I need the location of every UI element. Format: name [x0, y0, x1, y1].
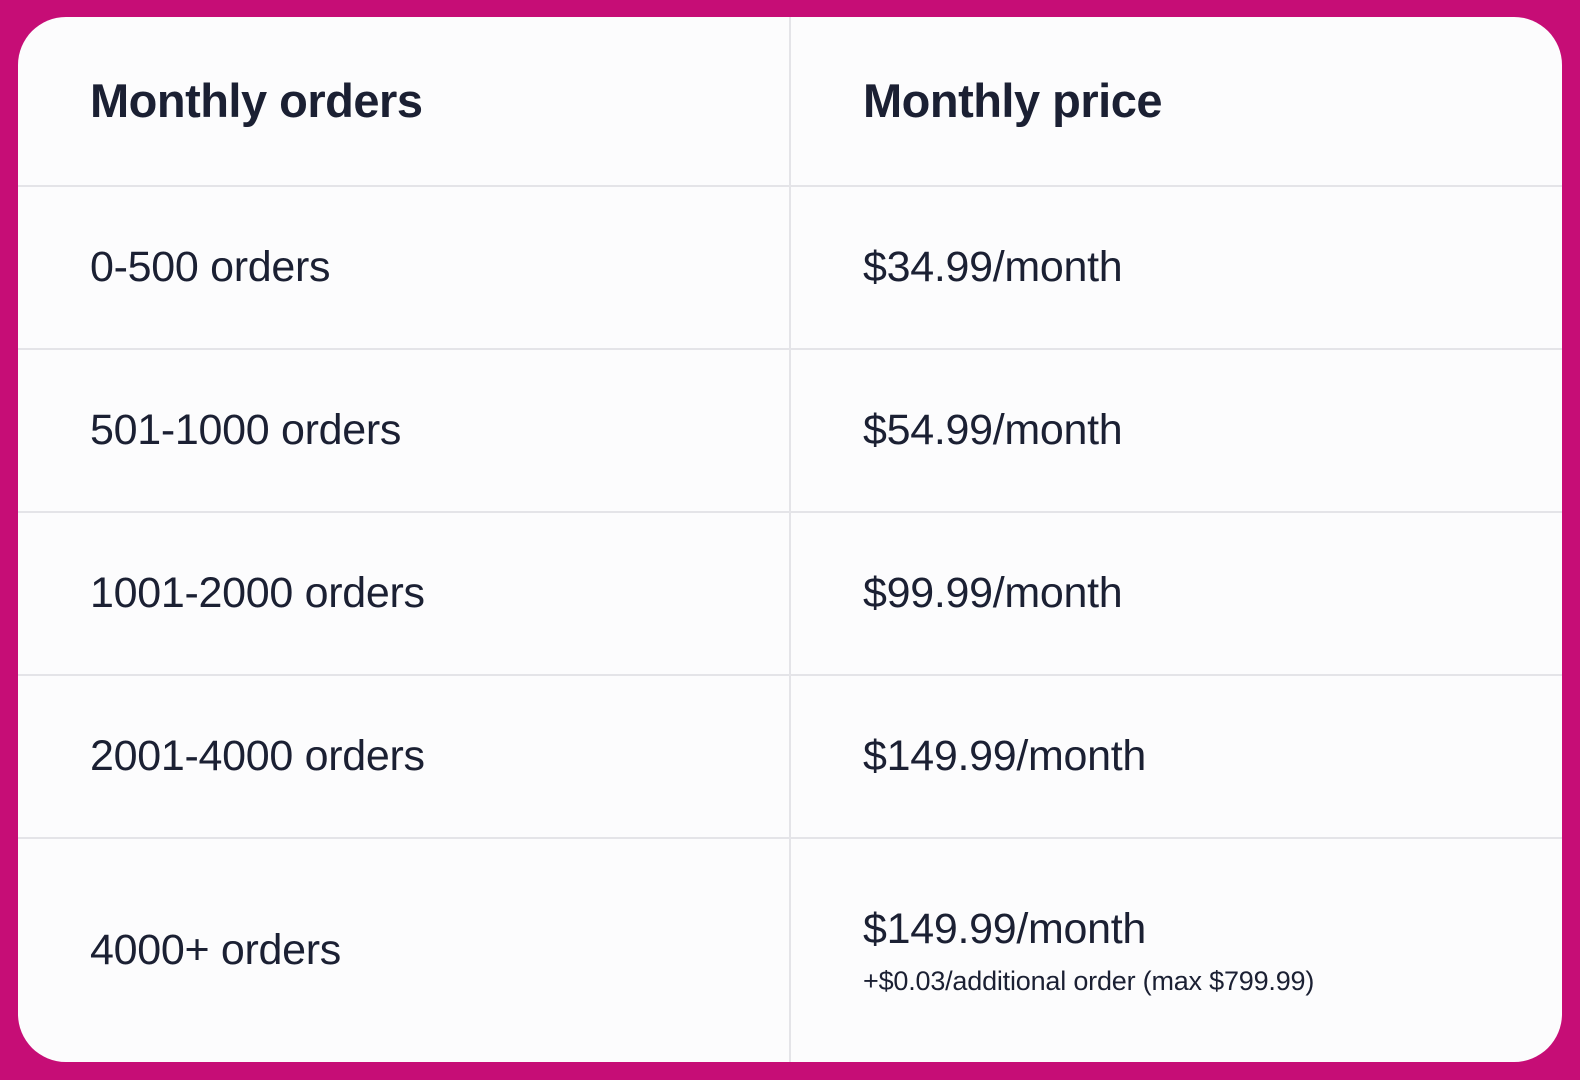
price-cell: $34.99/month	[791, 187, 1562, 348]
price-cell: $149.99/month	[791, 676, 1562, 837]
orders-range-label: 501-1000 orders	[90, 405, 402, 454]
price-label: $99.99/month	[863, 568, 1123, 617]
orders-range-label: 4000+ orders	[90, 925, 341, 974]
orders-cell: 1001-2000 orders	[18, 513, 791, 674]
table-row: 0-500 orders $34.99/month	[18, 185, 1562, 348]
pricing-table-card: Monthly orders Monthly price 0-500 order…	[18, 17, 1562, 1062]
price-note-label: +$0.03/additional order (max $799.99)	[863, 965, 1315, 996]
table-row: 501-1000 orders $54.99/month	[18, 348, 1562, 511]
monthly-orders-header-label: Monthly orders	[90, 73, 423, 127]
orders-range-label: 1001-2000 orders	[90, 568, 425, 617]
header-cell-monthly-price: Monthly price	[791, 17, 1562, 185]
price-label: $34.99/month	[863, 242, 1123, 291]
orders-cell: 2001-4000 orders	[18, 676, 791, 837]
orders-cell: 4000+ orders	[18, 839, 791, 1062]
price-cell: $99.99/month	[791, 513, 1562, 674]
orders-cell: 501-1000 orders	[18, 350, 791, 511]
orders-range-label: 0-500 orders	[90, 242, 331, 291]
price-cell: $54.99/month	[791, 350, 1562, 511]
monthly-price-header-label: Monthly price	[863, 73, 1163, 127]
header-cell-monthly-orders: Monthly orders	[18, 17, 791, 185]
table-row: 2001-4000 orders $149.99/month	[18, 674, 1562, 837]
price-label: $54.99/month	[863, 405, 1123, 454]
orders-range-label: 2001-4000 orders	[90, 731, 425, 780]
table-header-row: Monthly orders Monthly price	[18, 17, 1562, 185]
table-row: 4000+ orders $149.99/month +$0.03/additi…	[18, 837, 1562, 1062]
price-label: $149.99/month	[863, 731, 1146, 780]
price-cell: $149.99/month +$0.03/additional order (m…	[791, 839, 1562, 1062]
price-label: $149.99/month	[863, 905, 1146, 953]
table-row: 1001-2000 orders $99.99/month	[18, 511, 1562, 674]
orders-cell: 0-500 orders	[18, 187, 791, 348]
